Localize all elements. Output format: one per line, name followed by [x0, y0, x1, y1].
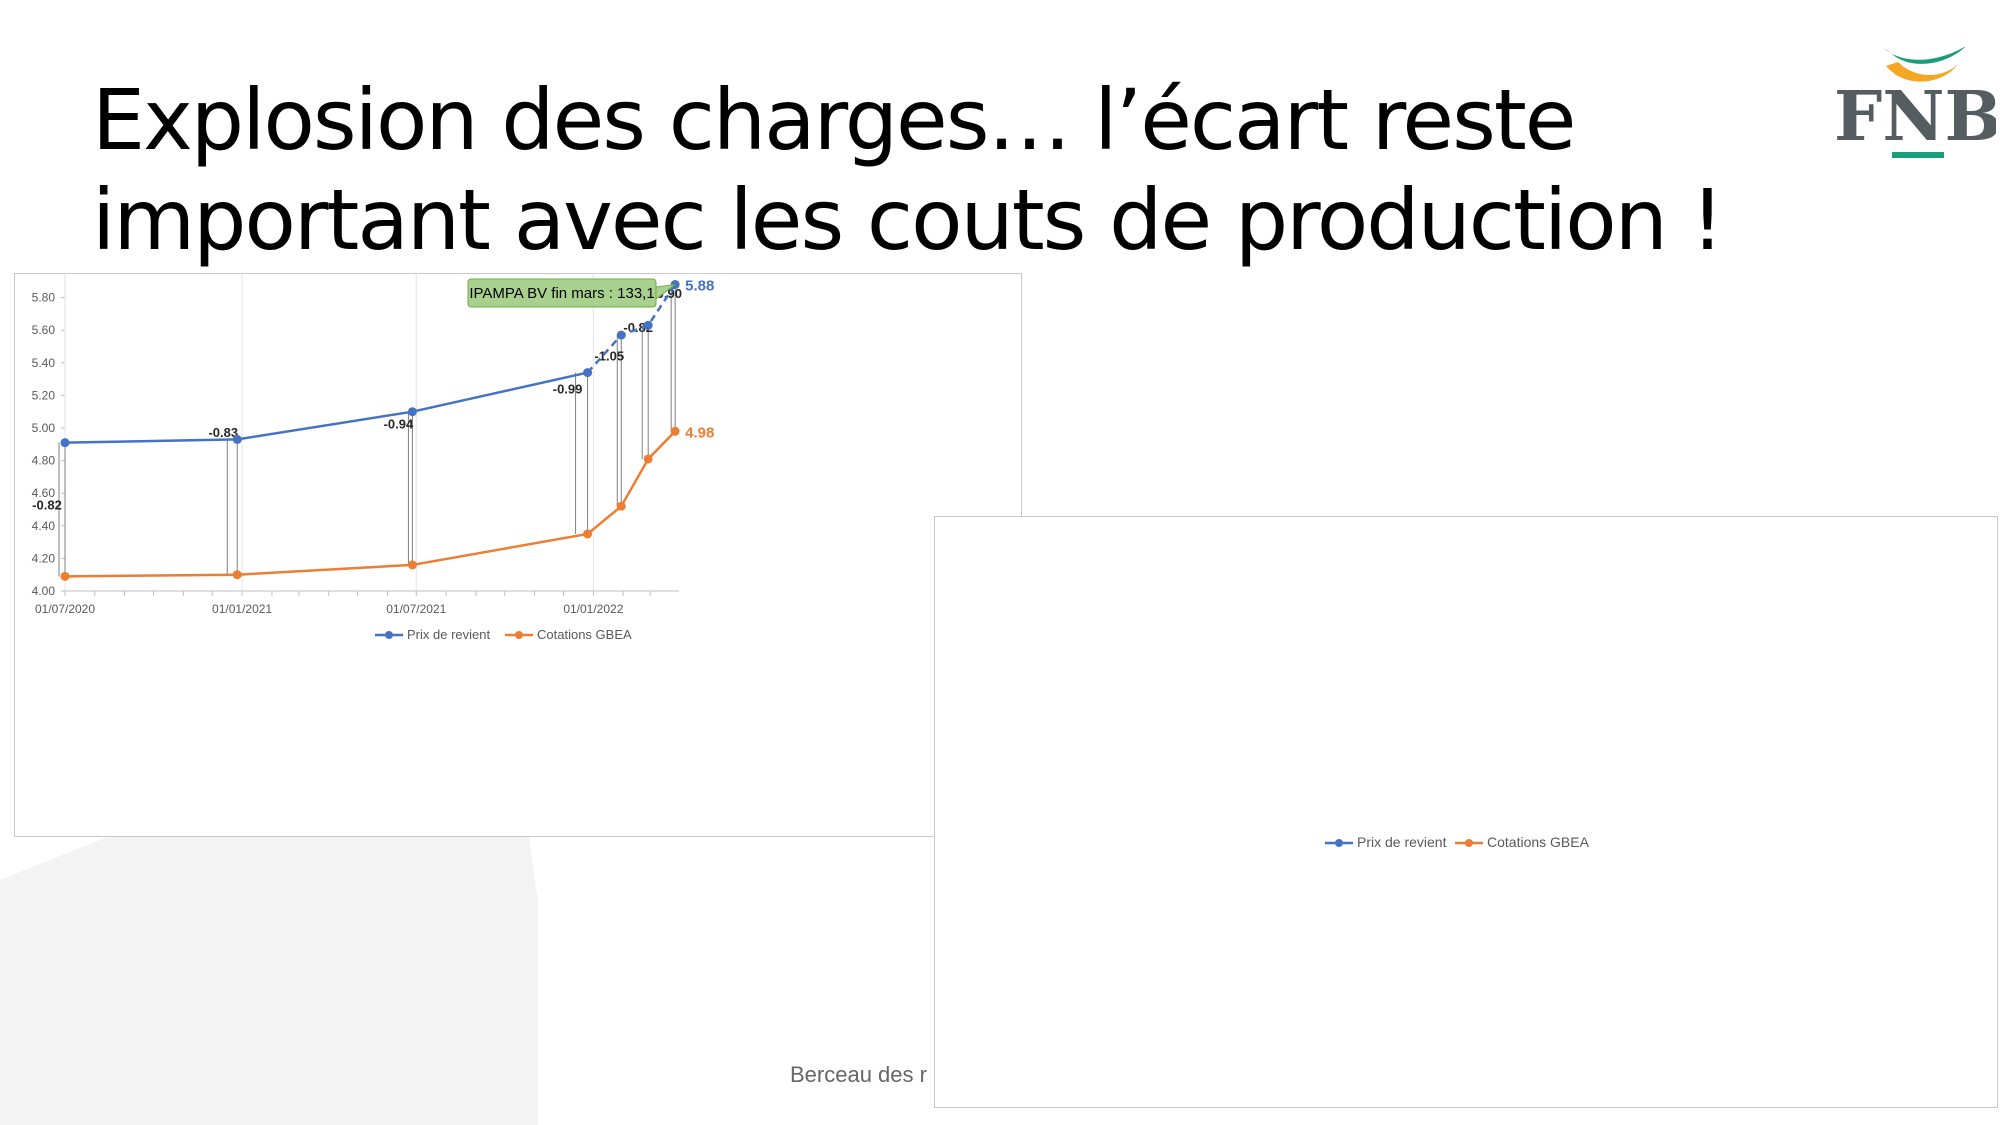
y-tick-label: 5.20: [32, 388, 56, 402]
logo-text: FNB: [1836, 77, 1996, 157]
chart-vache-allaitante: Evolution des indicateurs viande bovine …: [14, 273, 1022, 837]
logo-swoosh-green: [1884, 46, 1966, 64]
y-tick-label: 5.40: [32, 356, 56, 370]
end-label-cotations: 4.98: [685, 424, 714, 441]
gap-label: -0.83: [208, 425, 238, 440]
x-tick-label: 01/01/2021: [212, 602, 272, 616]
y-tick-label: 5.60: [32, 323, 56, 337]
data-point: [232, 570, 242, 580]
y-tick-label: 5.80: [32, 291, 56, 305]
callout-box: [467, 278, 657, 308]
logo-underline: [1892, 152, 1944, 158]
legend-label: Prix de revient: [407, 627, 490, 642]
gap-label: -0.99: [553, 381, 583, 396]
data-point: [643, 454, 653, 464]
data-point: [670, 426, 680, 436]
data-point: [616, 501, 626, 511]
legend-marker: [515, 631, 523, 639]
data-point: [407, 560, 417, 570]
y-tick-label: 4.80: [32, 454, 56, 468]
data-point: [643, 320, 653, 330]
data-point: [232, 434, 242, 444]
legend-marker: [1335, 839, 1343, 847]
chart-subtitle-line: selon accord Interprofessionnel, mise à …: [135, 274, 901, 275]
data-point: [60, 438, 70, 448]
footer-text: Berceau des r: [790, 1062, 927, 1087]
legend-label: Cotations GBEA: [537, 627, 632, 642]
x-tick-label: 01/01/2022: [563, 602, 623, 616]
fnb-logo: FNB: [1834, 18, 2000, 168]
x-tick-label: 01/07/2021: [386, 602, 446, 616]
y-tick-label: 4.40: [32, 519, 56, 533]
data-point: [583, 368, 593, 378]
legend-label: Prix de revient: [1357, 834, 1447, 850]
end-label-prix: 5.88: [685, 278, 714, 295]
y-tick-label: 4.00: [32, 584, 56, 598]
series-line-estimate: [586, 283, 677, 374]
y-tick-label: 4.20: [32, 551, 56, 565]
legend-label: Cotations GBEA: [1487, 834, 1590, 850]
y-tick-label: 5.00: [32, 421, 56, 435]
gap-label: -1.05: [594, 349, 624, 364]
chart-jb-svg: Evolution des indicateurs viande bovine …: [1325, 834, 1590, 850]
callout-text: IPAMPA BV fin mars : 133,1: [469, 285, 654, 302]
series-line: [64, 430, 677, 578]
legend-marker: [1465, 839, 1473, 847]
x-tick-label: 01/07/2020: [35, 602, 95, 616]
slide-title: Explosion des charges… l’écart reste imp…: [92, 71, 1724, 269]
chart-vache-allaitante-svg: Evolution des indicateurs viande bovine …: [32, 274, 901, 642]
data-point: [407, 407, 417, 417]
data-point: [583, 529, 593, 539]
logo-swoosh-orange: [1886, 62, 1958, 82]
legend-marker: [385, 631, 393, 639]
y-tick-label: 4.60: [32, 486, 56, 500]
data-point: [60, 571, 70, 581]
gap-label: -0.82: [32, 498, 62, 513]
gap-label: -0.94: [384, 416, 414, 431]
data-point: [616, 330, 626, 340]
chart-jb: Evolution des indicateurs viande bovine …: [934, 516, 1998, 1108]
series-line: [64, 371, 588, 444]
